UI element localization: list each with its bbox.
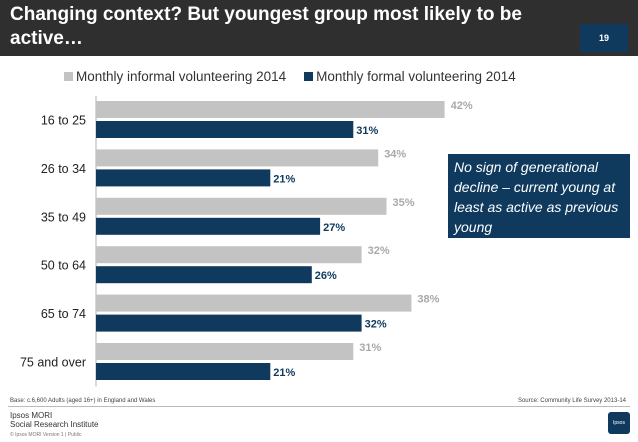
logo-line-2: Social Research Institute — [10, 420, 99, 429]
data-label-informal: 42% — [451, 100, 473, 112]
data-label-formal: 31% — [356, 125, 378, 137]
legend-swatch-formal — [304, 72, 314, 81]
source-note: Source: Community Life Survey 2013-14 — [517, 398, 626, 404]
category-label: 65 to 74 — [41, 307, 86, 321]
chart-legend: Monthly informal volunteering 2014 Month… — [64, 69, 534, 84]
data-label-formal: 21% — [273, 173, 295, 185]
bar-formal — [96, 314, 362, 332]
slide-title: Changing context? But youngest group mos… — [10, 4, 522, 49]
callout-box: No sign of generational decline – curren… — [448, 154, 630, 238]
category-label: 26 to 34 — [41, 162, 86, 176]
bar-informal — [96, 101, 445, 118]
bar-informal — [96, 149, 379, 167]
category-label: 75 and over — [20, 356, 86, 370]
data-label-informal: 34% — [384, 148, 406, 160]
bar-formal — [96, 266, 312, 284]
bar-informal — [96, 197, 387, 215]
logo-line-1: Ipsos MORI — [10, 411, 53, 420]
bar-informal — [96, 343, 354, 360]
bar-informal — [96, 246, 362, 264]
ipsos-mori-logo: Ipsos MORI Social Research Institute — [10, 411, 99, 429]
legend-label-informal: Monthly informal volunteering 2014 — [76, 69, 287, 84]
data-label-formal: 21% — [273, 367, 295, 379]
bar-informal — [96, 294, 412, 312]
footer-divider — [8, 406, 630, 407]
category-label: 50 to 64 — [41, 259, 86, 273]
slide-header: Changing context? But youngest group mos… — [0, 0, 638, 56]
base-note: Base: c.6,600 Adults (aged 16+) in Engla… — [10, 398, 156, 404]
data-label-informal: 31% — [359, 342, 381, 354]
data-label-informal: 38% — [417, 294, 439, 306]
bar-formal — [96, 169, 271, 187]
data-label-informal: 35% — [393, 197, 415, 209]
legend-label-formal: Monthly formal volunteering 2014 — [316, 69, 516, 84]
data-label-formal: 27% — [323, 222, 345, 234]
category-label: 16 to 25 — [41, 114, 86, 128]
data-label-formal: 26% — [315, 270, 337, 282]
bar-formal — [96, 217, 321, 235]
legend-swatch-informal — [64, 72, 73, 81]
data-label-formal: 32% — [365, 319, 387, 331]
bar-formal — [96, 363, 271, 380]
slide-number: 19 — [580, 24, 628, 52]
legend-item-informal: Monthly informal volunteering 2014 — [64, 69, 286, 84]
ipsos-brand-icon: Ipsos — [608, 412, 630, 434]
category-label: 35 to 49 — [41, 210, 86, 224]
legend-item-formal: Monthly formal volunteering 2014 — [304, 69, 516, 84]
data-label-informal: 32% — [368, 245, 390, 257]
bar-formal — [96, 121, 354, 138]
copyright-note: © Ipsos MORI Version 1 | Public — [10, 432, 82, 438]
